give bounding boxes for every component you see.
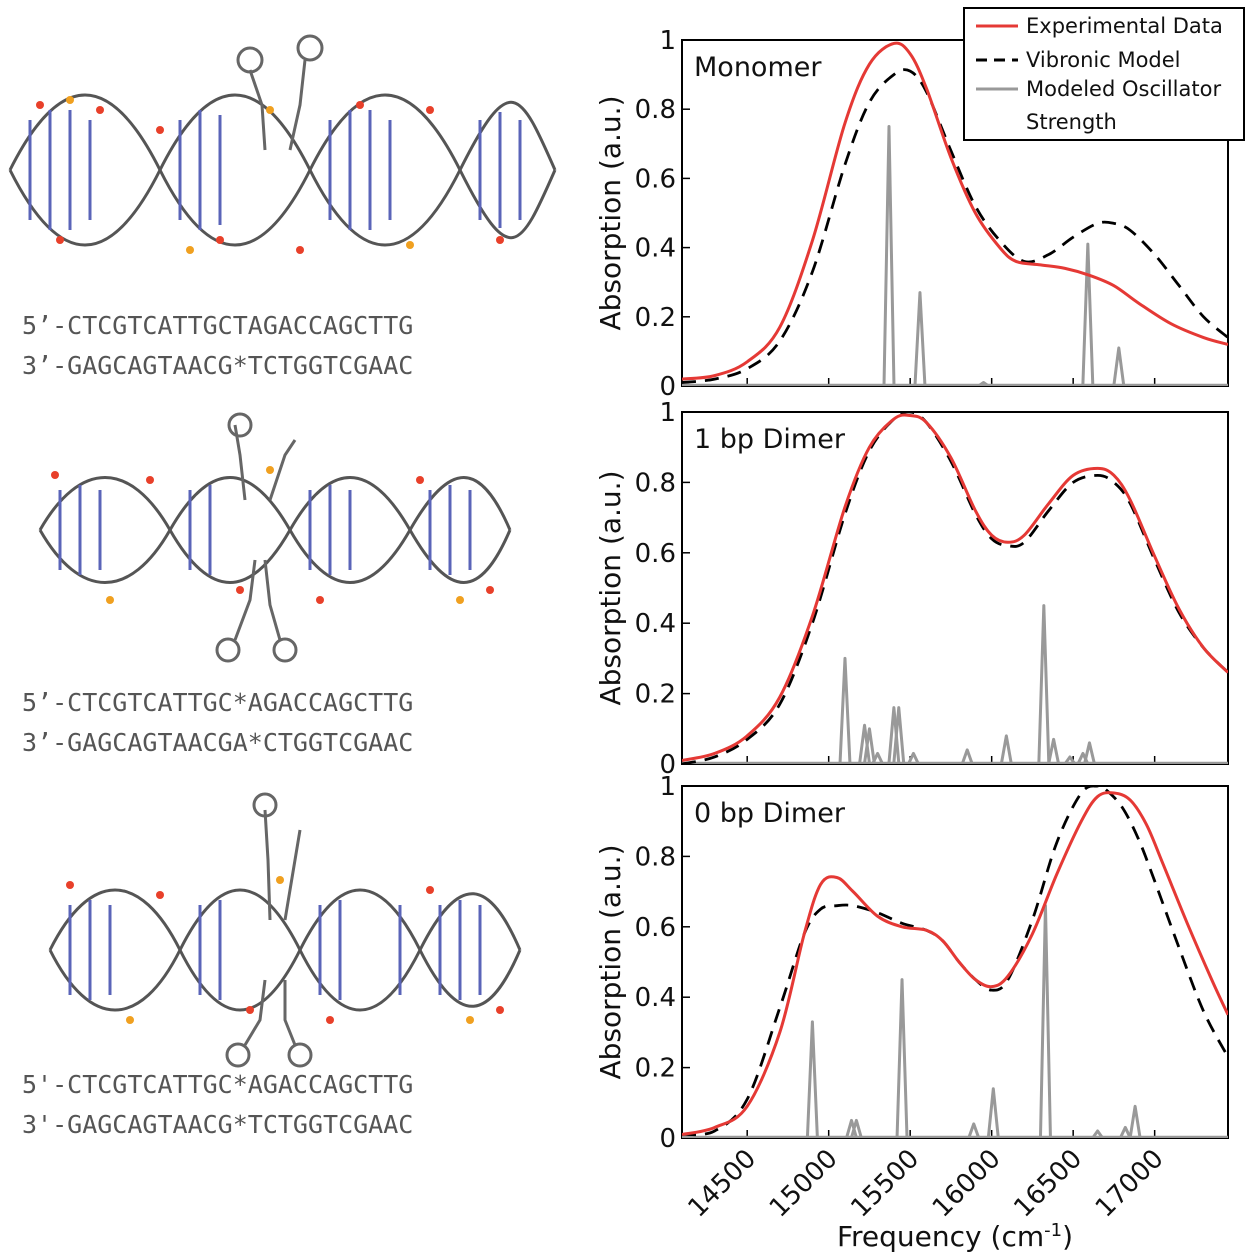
- plot-area: [682, 786, 1228, 1138]
- legend-box: [963, 7, 1245, 141]
- sequence-monomer-top: 5’-CTCGTCATTGCTAGACCAGCTTG: [22, 311, 413, 340]
- y-tick-label: 0.2: [635, 680, 676, 710]
- chart-panel-monomer: 0 0.2 0.4 0.6 0.8 1 Monomer: [635, 26, 1229, 402]
- plot-frame: [681, 785, 1229, 1139]
- panel-label: 1 bp Dimer: [694, 424, 846, 455]
- y-tick-label: 1: [659, 26, 676, 56]
- x-tick-label: 15000: [764, 1144, 844, 1224]
- legend-label-vibronic: Vibronic Model: [1026, 48, 1181, 72]
- oscillator-stick: [1083, 741, 1096, 764]
- y-tick-label: 0: [659, 750, 676, 780]
- oscillator-stick: [892, 706, 906, 764]
- x-tick-label: 16000: [927, 1144, 1007, 1224]
- oscillator-stick: [967, 1122, 981, 1138]
- oscillator-stick: [999, 734, 1013, 764]
- sequence-0bp-bottom: 3'-GAGCAGTAACG*TCTGGTCGAAC: [22, 1110, 413, 1139]
- panel-label: Monomer: [694, 52, 822, 83]
- legend-label-oscillator-2: Strength: [1026, 110, 1117, 134]
- sequence-0bp-top: 5'-CTCGTCATTGC*AGACCAGCTTG: [22, 1070, 413, 1099]
- y-tick-label: 0.4: [635, 609, 676, 639]
- series-line-vibronic: [682, 786, 1228, 1137]
- y-tick-label: 1: [659, 398, 676, 428]
- legend-label-experimental: Experimental Data: [1026, 14, 1223, 38]
- oscillator-stick: [1047, 737, 1061, 764]
- chart-panel-1bp-dimer: 0 0.2 0.4 0.6 0.8 1 1 bp Dimer: [635, 398, 1229, 780]
- dna-structure-monomer: [8, 34, 557, 254]
- y-axis-title-0bp: Absorption (a.u.): [594, 844, 627, 1079]
- y-tick-label: 0.4: [635, 983, 676, 1013]
- oscillator-stick: [862, 727, 876, 764]
- oscillator-stick: [849, 1118, 863, 1138]
- legend-label-oscillator: Modeled Oscillator: [1026, 77, 1221, 101]
- y-tick-label: 0.6: [635, 539, 676, 569]
- y-tick-label: 0.4: [635, 234, 676, 264]
- oscillator-stick: [986, 1087, 1000, 1138]
- series-line-experimental: [682, 413, 1228, 762]
- oscillator-stick: [1112, 346, 1126, 386]
- y-tick-label: 0.2: [635, 1054, 676, 1084]
- oscillator-stick: [838, 656, 852, 764]
- y-tick-label: 0.8: [635, 95, 676, 125]
- oscillator-stick: [1118, 1125, 1132, 1138]
- x-tick-label: 17000: [1090, 1144, 1170, 1224]
- panel-label: 0 bp Dimer: [694, 798, 846, 829]
- oscillator-stick: [805, 1020, 819, 1138]
- series-line-experimental: [682, 791, 1228, 1136]
- oscillator-stick: [858, 723, 872, 764]
- oscillator-stick: [960, 748, 974, 764]
- dna-structure-0bp-dimer: [48, 792, 522, 1068]
- series-line-vibronic: [682, 412, 1228, 764]
- x-tick-label: 14500: [682, 1144, 762, 1224]
- legend: Experimental Data Vibronic Model Modeled…: [963, 7, 1245, 141]
- oscillator-stick: [871, 751, 884, 764]
- oscillator-stick: [1128, 1104, 1142, 1138]
- dna-structure-1bp-dimer: [38, 412, 512, 663]
- oscillator-stick: [977, 381, 990, 386]
- oscillator-stick: [1038, 904, 1052, 1138]
- y-tick-label: 1: [659, 772, 676, 802]
- oscillator-stick: [882, 125, 896, 386]
- series-line-vibronic: [682, 68, 1228, 384]
- y-tick-label: 0: [659, 372, 676, 402]
- y-tick-label: 0.6: [635, 913, 676, 943]
- series-line-experimental: [682, 41, 1228, 381]
- oscillator-stick: [895, 978, 909, 1138]
- sequence-monomer-bottom: 3’-GAGCAGTAACG*TCTGGTCGAAC: [22, 351, 413, 380]
- oscillator-stick: [1037, 604, 1051, 764]
- sequence-1bp-bottom: 3’-GAGCAGTAACGA*CTGGTCGAAC: [22, 728, 413, 757]
- y-tick-label: 0.8: [635, 468, 676, 498]
- y-tick-label: 0.8: [635, 842, 676, 872]
- oscillator-stick: [913, 291, 927, 386]
- oscillator-stick: [845, 1118, 858, 1138]
- x-tick-label: 15500: [845, 1144, 925, 1224]
- y-axis-title-monomer: Absorption (a.u.): [594, 95, 627, 330]
- x-tick-label: 16500: [1008, 1144, 1088, 1224]
- x-axis-title: Frequency (cm-1): [837, 1220, 1073, 1253]
- plot-area: [682, 412, 1228, 764]
- y-tick-label: 0.6: [635, 164, 676, 194]
- y-tick-label: 0: [659, 1124, 676, 1154]
- y-tick-label: 0.2: [635, 303, 676, 333]
- oscillator-stick: [907, 751, 920, 764]
- oscillator-stick: [1081, 242, 1095, 386]
- plot-area: [682, 41, 1228, 386]
- oscillator-stick: [887, 706, 901, 764]
- oscillator-stick: [1063, 755, 1077, 764]
- sequence-1bp-top: 5’-CTCGTCATTGC*AGACCAGCTTG: [22, 688, 413, 717]
- y-axis-title-1bp: Absorption (a.u.): [594, 470, 627, 705]
- oscillator-stick: [1091, 1129, 1104, 1138]
